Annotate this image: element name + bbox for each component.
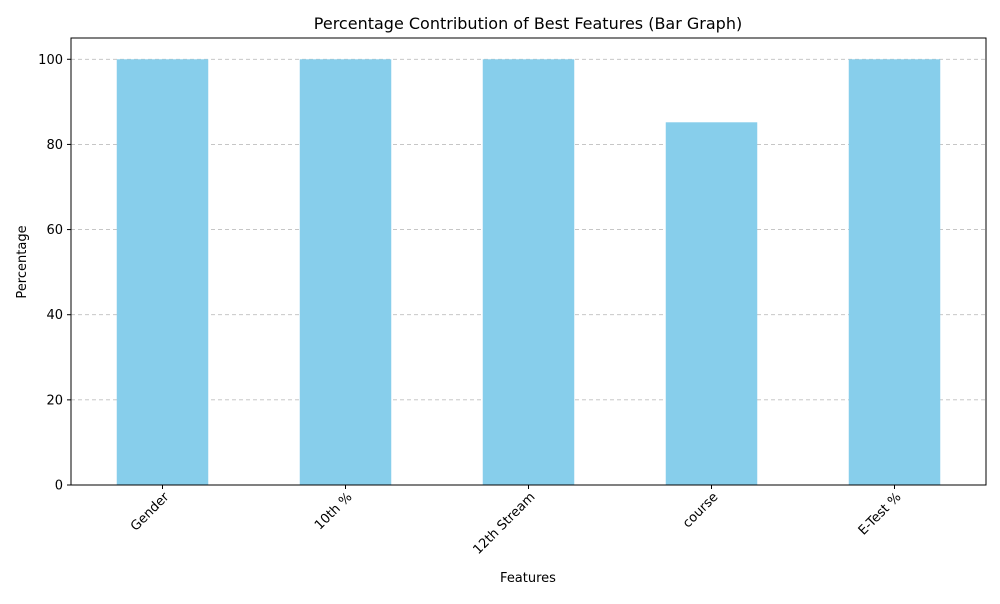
x-tick-label: Gender bbox=[128, 489, 173, 534]
y-tick-label: 100 bbox=[38, 53, 63, 68]
x-tick-label: E-Test % bbox=[856, 490, 905, 539]
plot-frame bbox=[70, 37, 987, 486]
x-axis-label: Features bbox=[500, 571, 556, 586]
bar bbox=[116, 59, 209, 486]
x-tick-label: 10th % bbox=[312, 490, 355, 533]
y-tick-label: 80 bbox=[46, 138, 63, 153]
y-axis-label: Percentage bbox=[15, 225, 30, 298]
bar bbox=[299, 59, 392, 486]
bars bbox=[116, 59, 941, 486]
y-tick-label: 60 bbox=[46, 223, 63, 238]
bar bbox=[482, 59, 575, 486]
bar bbox=[848, 59, 941, 486]
x-tick-label: 12th Stream bbox=[470, 490, 538, 558]
y-tick-label: 40 bbox=[46, 308, 63, 323]
y-tick-label: 20 bbox=[46, 393, 63, 408]
bar bbox=[665, 122, 758, 485]
chart-title: Percentage Contribution of Best Features… bbox=[314, 14, 742, 33]
axes bbox=[67, 37, 987, 489]
y-tick-label: 0 bbox=[55, 479, 63, 494]
x-tick-label: course bbox=[680, 490, 721, 531]
